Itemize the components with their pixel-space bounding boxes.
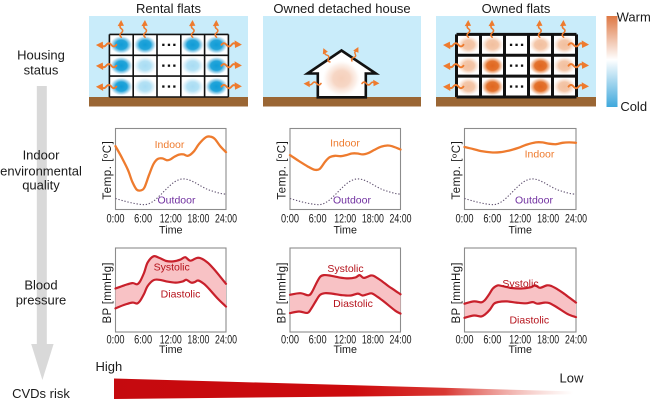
svg-text:Temp. [ºC]: Temp. [ºC] xyxy=(277,141,289,200)
svg-text:Low: Low xyxy=(560,371,584,386)
svg-text:Cold: Cold xyxy=(620,99,647,114)
svg-text:CVDs risk: CVDs risk xyxy=(12,386,70,401)
svg-text:Systolic: Systolic xyxy=(154,261,190,273)
svg-text:Systolic: Systolic xyxy=(327,263,363,275)
svg-text:Blood: Blood xyxy=(24,278,57,293)
svg-text:High: High xyxy=(96,359,123,374)
svg-text:Outdoor: Outdoor xyxy=(515,194,553,206)
svg-text:6:00: 6:00 xyxy=(483,214,501,226)
svg-text:Time: Time xyxy=(333,225,357,237)
svg-text:Temp. [ºC]: Temp. [ºC] xyxy=(451,141,463,200)
svg-text:12:00: 12:00 xyxy=(160,214,182,226)
svg-text:6:00: 6:00 xyxy=(309,335,327,347)
svg-text:12:00: 12:00 xyxy=(509,335,531,347)
svg-text:0:00: 0:00 xyxy=(456,214,474,226)
svg-text:6:00: 6:00 xyxy=(309,214,327,226)
svg-text:0:00: 0:00 xyxy=(281,335,299,347)
svg-text:Indoor: Indoor xyxy=(330,138,360,150)
svg-text:Indoor: Indoor xyxy=(23,147,61,162)
svg-text:24:00: 24:00 xyxy=(215,335,237,347)
svg-text:6:00: 6:00 xyxy=(134,335,152,347)
svg-text:BP [mmHg]: BP [mmHg] xyxy=(102,263,114,324)
svg-text:pressure: pressure xyxy=(16,293,67,308)
svg-text:Indoor: Indoor xyxy=(155,139,185,151)
svg-text:12:00: 12:00 xyxy=(334,335,356,347)
svg-text:Time: Time xyxy=(159,225,183,237)
svg-text:BP [mmHg]: BP [mmHg] xyxy=(451,263,463,324)
svg-text:BP [mmHg]: BP [mmHg] xyxy=(277,263,289,324)
svg-text:Time: Time xyxy=(159,344,183,356)
svg-text:Owned detached house: Owned detached house xyxy=(273,1,410,16)
svg-text:Rental flats: Rental flats xyxy=(136,1,202,16)
svg-text:Owned flats: Owned flats xyxy=(482,1,551,16)
svg-text:status: status xyxy=(24,62,59,77)
svg-text:18:00: 18:00 xyxy=(362,214,384,226)
svg-text:quality: quality xyxy=(22,178,60,193)
svg-text:Diastolic: Diastolic xyxy=(333,298,373,310)
svg-text:12:00: 12:00 xyxy=(334,214,356,226)
svg-text:Outdoor: Outdoor xyxy=(158,194,196,206)
svg-text:24:00: 24:00 xyxy=(565,214,587,226)
svg-text:Time: Time xyxy=(508,344,532,356)
svg-text:24:00: 24:00 xyxy=(390,335,412,347)
svg-text:18:00: 18:00 xyxy=(187,214,209,226)
svg-text:18:00: 18:00 xyxy=(362,335,384,347)
svg-text:24:00: 24:00 xyxy=(390,214,412,226)
svg-text:Time: Time xyxy=(333,344,357,356)
svg-text:18:00: 18:00 xyxy=(537,335,559,347)
svg-text:Indoor: Indoor xyxy=(525,149,555,161)
svg-text:Housing: Housing xyxy=(17,48,65,63)
svg-text:18:00: 18:00 xyxy=(537,214,559,226)
svg-text:Warm: Warm xyxy=(617,9,650,24)
svg-text:0:00: 0:00 xyxy=(107,214,125,226)
svg-text:6:00: 6:00 xyxy=(134,214,152,226)
svg-text:environmental: environmental xyxy=(0,163,82,178)
svg-text:0:00: 0:00 xyxy=(281,214,299,226)
svg-text:24:00: 24:00 xyxy=(215,214,237,226)
svg-text:18:00: 18:00 xyxy=(187,335,209,347)
svg-text:Outdoor: Outdoor xyxy=(333,195,371,207)
svg-text:0:00: 0:00 xyxy=(107,335,125,347)
svg-text:Diastolic: Diastolic xyxy=(161,288,201,300)
svg-text:Diastolic: Diastolic xyxy=(509,315,549,327)
svg-text:12:00: 12:00 xyxy=(160,335,182,347)
svg-text:24:00: 24:00 xyxy=(565,335,587,347)
svg-text:Systolic: Systolic xyxy=(502,278,538,290)
svg-text:6:00: 6:00 xyxy=(483,335,501,347)
svg-text:Temp. [ºC]: Temp. [ºC] xyxy=(102,141,114,200)
svg-text:0:00: 0:00 xyxy=(456,335,474,347)
svg-text:12:00: 12:00 xyxy=(509,214,531,226)
svg-text:Time: Time xyxy=(508,225,532,237)
